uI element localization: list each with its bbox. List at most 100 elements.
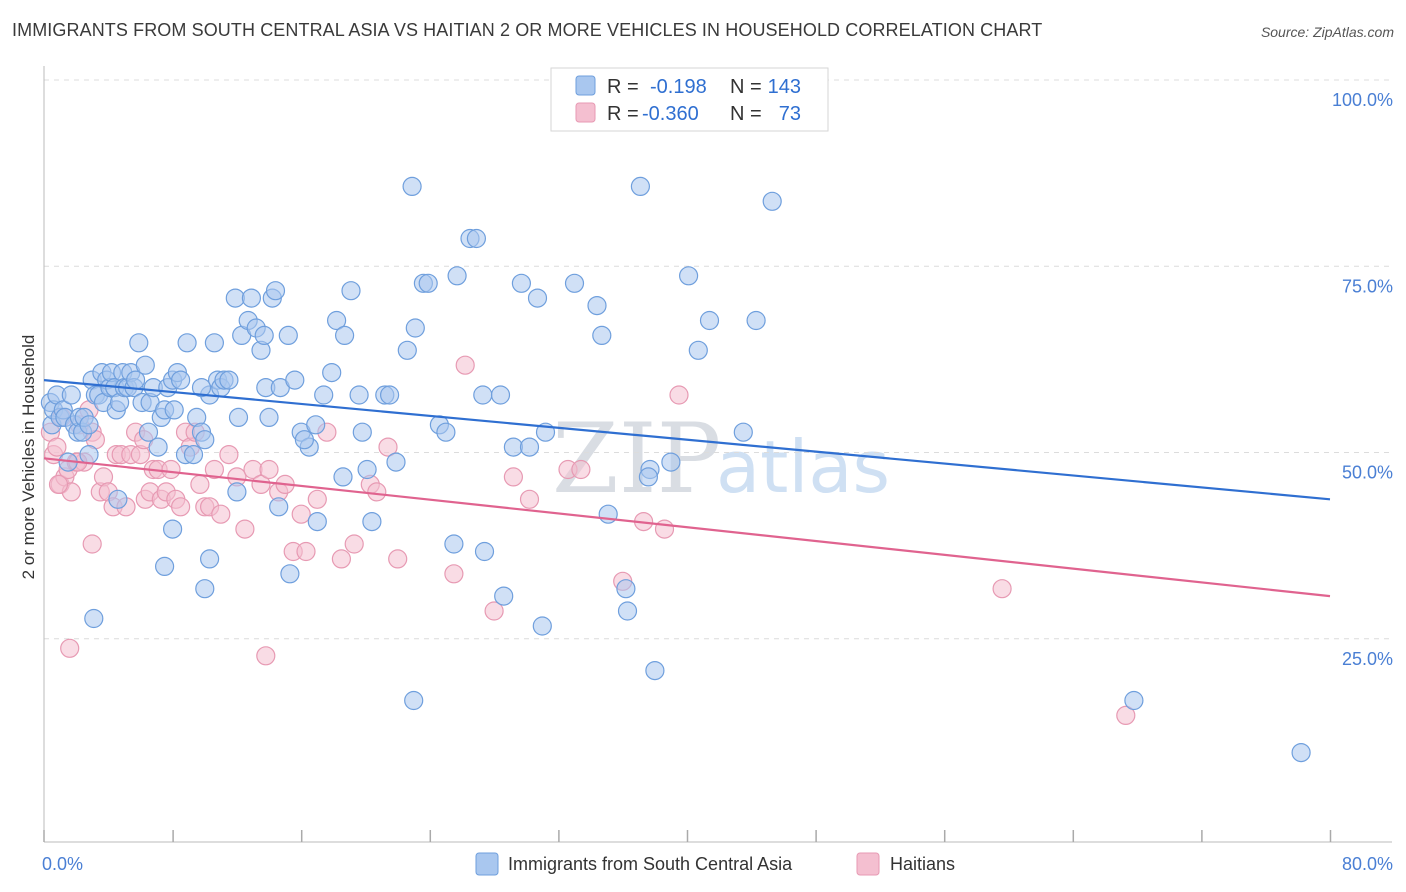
south-central-asia-point <box>532 616 552 636</box>
south-central-asia-point <box>183 445 204 465</box>
x-tick-label: 0.0% <box>42 854 83 874</box>
legend-swatch-pink <box>575 102 596 123</box>
source-label: Source: ZipAtlas.com <box>1260 24 1394 40</box>
haitians-point <box>259 459 279 480</box>
legend: R = -0.198 N = 143 R = -0.360 N = 73 <box>550 67 829 132</box>
watermark-zip: ZIP <box>552 403 721 515</box>
south-central-asia-point <box>444 534 464 554</box>
south-central-asia-point <box>195 579 215 599</box>
y-tick-label: 50.0% <box>1342 463 1393 483</box>
bottom-legend: Immigrants from South Central Asia Haiti… <box>475 852 955 876</box>
south-central-asia-point <box>314 385 334 405</box>
haitians-point <box>378 437 398 457</box>
south-central-asia-point <box>404 690 424 711</box>
haitians-point <box>444 564 464 584</box>
haitians-point <box>190 474 210 494</box>
south-central-asia-point <box>333 467 353 487</box>
south-central-asia-point <box>762 191 782 211</box>
haitians-point <box>571 459 591 480</box>
south-central-asia-point <box>228 407 249 427</box>
south-central-asia-point <box>164 400 184 420</box>
south-central-asia-point <box>688 340 708 360</box>
y-tick-label: 100.0% <box>1332 90 1393 110</box>
legend-n-label-blue: N = <box>730 76 762 98</box>
x-tick-labels: 0.0% 80.0% <box>42 854 1393 874</box>
south-central-asia-point <box>163 519 183 539</box>
haitians-point <box>503 467 524 487</box>
south-central-asia-point <box>587 296 607 316</box>
south-central-asia-point <box>278 325 298 345</box>
south-central-asia-point <box>466 228 486 249</box>
south-central-asia-point <box>362 511 382 532</box>
south-central-asia-point <box>447 266 467 286</box>
south-central-asia-point <box>616 579 636 599</box>
legend-n-label-pink: N = <box>730 103 762 125</box>
south-central-asia-point <box>638 467 659 487</box>
south-central-asia-trend-line <box>43 379 1331 501</box>
south-central-asia-point <box>148 437 168 457</box>
south-central-asia-point <box>405 318 425 338</box>
haitians-point <box>388 549 408 569</box>
south-central-asia-point <box>191 378 212 398</box>
south-central-asia-point <box>84 608 104 629</box>
south-central-asia-point <box>357 459 377 480</box>
haitians-point <box>48 474 69 494</box>
south-central-asia-point <box>592 325 612 345</box>
axes <box>43 66 1392 843</box>
south-central-asia-point <box>519 437 540 457</box>
haitians-point <box>367 482 387 502</box>
south-central-asia-point <box>335 325 355 345</box>
south-central-asia-point <box>327 310 347 331</box>
haitians-point <box>331 549 351 569</box>
south-central-asia-point <box>386 452 406 472</box>
south-central-asia-point <box>678 266 699 286</box>
haitians-point <box>256 646 276 666</box>
south-central-asia-point <box>380 385 400 405</box>
south-central-asia-point <box>306 415 326 435</box>
haitians-point <box>204 459 224 480</box>
south-central-asia-points <box>40 176 1311 763</box>
y-tick-label: 75.0% <box>1342 276 1393 296</box>
south-central-asia-point <box>259 407 279 427</box>
y-tick-labels: 25.0% 50.0% 75.0% 100.0% <box>1332 90 1393 669</box>
south-central-asia-point <box>171 370 191 390</box>
south-central-asia-point <box>1124 690 1144 711</box>
south-central-asia-point <box>397 340 417 360</box>
south-central-asia-point <box>225 288 245 308</box>
south-central-asia-point <box>630 176 651 196</box>
south-central-asia-point <box>418 273 438 293</box>
south-central-asia-point <box>200 549 220 569</box>
south-central-asia-point <box>79 445 99 465</box>
haitians-point <box>251 474 271 494</box>
south-central-asia-point <box>645 660 665 681</box>
south-central-asia-point <box>265 281 286 301</box>
south-central-asia-point <box>402 176 422 196</box>
south-central-asia-point <box>436 422 456 442</box>
legend-swatch-blue <box>575 75 596 96</box>
haitians-point <box>344 534 364 554</box>
south-central-asia-point <box>564 273 585 293</box>
haitians-point <box>484 601 504 621</box>
watermark: ZIP atlas <box>552 403 890 515</box>
haitians-point <box>519 489 540 509</box>
bottom-legend-label-pink: Haitians <box>890 854 955 874</box>
south-central-asia-point <box>490 385 511 405</box>
haitians-point <box>669 385 689 405</box>
haitians-trend-line <box>43 457 1331 598</box>
bottom-legend-swatch-pink <box>856 852 880 876</box>
south-central-asia-point <box>204 333 224 353</box>
south-central-asia-point <box>294 430 314 450</box>
south-central-asia-point <box>219 370 239 390</box>
south-central-asia-point <box>617 601 638 621</box>
haitians-point <box>235 519 255 539</box>
south-central-asia-point <box>322 363 342 383</box>
south-central-asia-point <box>1291 742 1311 763</box>
south-central-asia-point <box>177 333 197 353</box>
haitians-point <box>1116 705 1136 726</box>
south-central-asia-point <box>227 482 247 502</box>
haitians-point <box>219 445 239 465</box>
south-central-asia-point <box>733 422 753 442</box>
south-central-asia-point <box>155 556 175 577</box>
south-central-asia-point <box>135 355 155 375</box>
bottom-legend-label-blue: Immigrants from South Central Asia <box>508 854 793 874</box>
